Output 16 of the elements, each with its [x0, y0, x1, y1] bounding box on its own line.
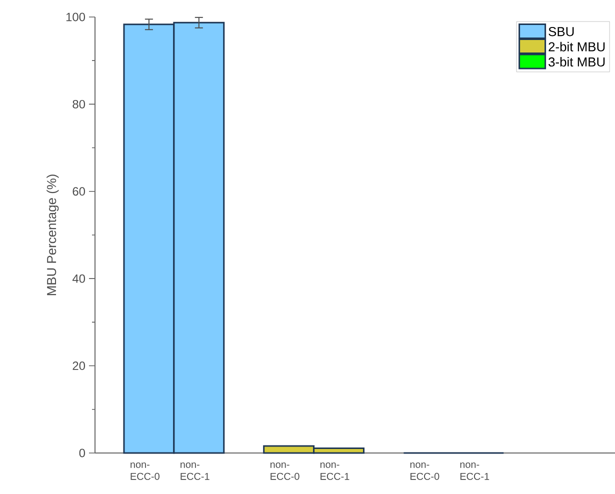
x-tick-label: non- ECC-1	[180, 462, 210, 480]
y-tick-label: 100	[66, 12, 86, 22]
y-tick-label: 0	[79, 448, 86, 458]
y-tick-label: 20	[72, 362, 86, 370]
y-tick-label: 80	[72, 100, 86, 108]
x-tick-label: non- ECC-0	[270, 462, 300, 480]
legend-label: SBU	[548, 27, 574, 36]
x-tick-label: non- ECC-1	[320, 462, 350, 480]
legend-label: 2-bit MBU	[548, 42, 605, 52]
legend-label: 3-bit MBU	[548, 57, 605, 67]
y-tick-label: 60	[72, 187, 86, 196]
x-tick-label: non- ECC-1	[460, 462, 490, 480]
y-axis-title: MBU Percentage (%)	[46, 174, 59, 296]
y-tick-label: 40	[72, 274, 86, 283]
x-tick-label: non- ECC-0	[410, 462, 440, 480]
x-tick-label: non- ECC-0	[130, 462, 160, 480]
